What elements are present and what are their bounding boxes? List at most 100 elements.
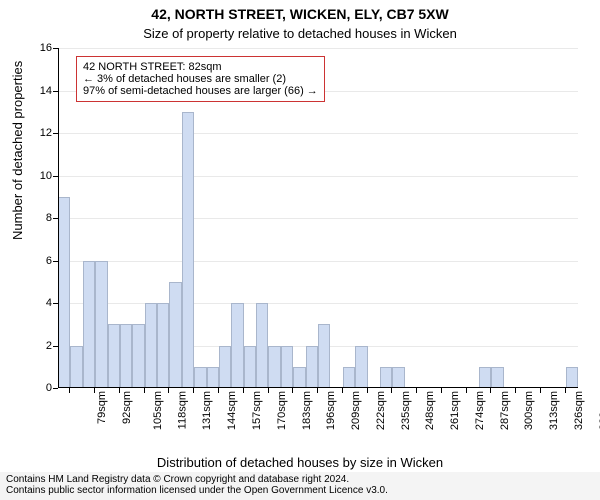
histogram-bar (268, 346, 280, 389)
histogram-bar (95, 261, 107, 389)
xtick-mark (342, 388, 343, 393)
chart-container: 42, NORTH STREET, WICKEN, ELY, CB7 5XW S… (0, 0, 600, 500)
histogram-bar (479, 367, 491, 388)
xtick-mark (391, 388, 392, 393)
histogram-bar (108, 324, 120, 388)
grid-line (58, 261, 578, 262)
xtick-label: 170sqm (276, 391, 288, 430)
y-axis-line (58, 48, 59, 388)
histogram-bar (380, 367, 392, 388)
xtick-mark (144, 388, 145, 393)
histogram-bar (281, 346, 293, 389)
ytick-label: 8 (46, 212, 52, 224)
xtick-mark (69, 388, 70, 393)
xtick-mark (94, 388, 95, 393)
xtick-mark (540, 388, 541, 393)
ytick-label: 6 (46, 255, 52, 267)
histogram-bar (145, 303, 157, 388)
ytick-label: 4 (46, 297, 52, 309)
xtick-mark (466, 388, 467, 393)
xtick-label: 248sqm (424, 391, 436, 430)
footer-line: Contains HM Land Registry data © Crown c… (6, 474, 594, 485)
xtick-mark (367, 388, 368, 393)
annotation-box: 42 NORTH STREET: 82sqm← 3% of detached h… (76, 56, 325, 102)
ytick-label: 16 (40, 42, 52, 54)
xtick-label: 92sqm (121, 391, 133, 424)
xtick-label: 196sqm (325, 391, 337, 430)
chart-title: 42, NORTH STREET, WICKEN, ELY, CB7 5XW (0, 6, 600, 22)
footer-line: Contains public sector information licen… (6, 485, 594, 496)
histogram-bar (182, 112, 194, 388)
histogram-bar (392, 367, 404, 388)
ytick-mark (53, 388, 58, 389)
histogram-bar (306, 346, 318, 389)
chart-footer: Contains HM Land Registry data © Crown c… (0, 472, 600, 500)
ytick-label: 0 (46, 382, 52, 394)
histogram-bar (355, 346, 367, 389)
xtick-mark (416, 388, 417, 393)
x-axis-line (58, 387, 578, 388)
xtick-label: 118sqm (176, 391, 188, 429)
histogram-bar (169, 282, 181, 388)
histogram-bar (491, 367, 503, 388)
histogram-bar (58, 197, 70, 388)
histogram-bar (157, 303, 169, 388)
xtick-mark (441, 388, 442, 393)
xtick-label: 131sqm (202, 391, 214, 430)
xtick-mark (490, 388, 491, 393)
xtick-mark (317, 388, 318, 393)
y-axis-label: Number of detached properties (10, 61, 25, 240)
annotation-line: 42 NORTH STREET: 82sqm (83, 61, 318, 73)
xtick-label: 183sqm (301, 391, 313, 430)
histogram-bar (132, 324, 144, 388)
histogram-bar (219, 346, 231, 389)
xtick-label: 222sqm (375, 391, 387, 430)
xtick-label: 157sqm (251, 391, 263, 430)
grid-line (58, 48, 578, 49)
xtick-label: 105sqm (152, 391, 164, 430)
histogram-bar (207, 367, 219, 388)
ytick-label: 10 (40, 170, 52, 182)
annotation-line: 97% of semi-detached houses are larger (… (83, 85, 318, 97)
xtick-label: 313sqm (548, 391, 560, 430)
histogram-bar (70, 346, 82, 389)
annotation-line: ← 3% of detached houses are smaller (2) (83, 73, 318, 85)
xtick-label: 274sqm (474, 391, 486, 430)
xtick-label: 144sqm (226, 391, 238, 430)
plot-area: 024681012141679sqm92sqm105sqm118sqm131sq… (58, 48, 578, 388)
xtick-mark (268, 388, 269, 393)
xtick-label: 79sqm (96, 391, 108, 424)
histogram-bar (231, 303, 243, 388)
xtick-mark (119, 388, 120, 393)
ytick-label: 14 (40, 85, 52, 97)
xtick-label: 300sqm (524, 391, 536, 430)
xtick-mark (193, 388, 194, 393)
histogram-bar (566, 367, 578, 388)
histogram-bar (194, 367, 206, 388)
histogram-bar (256, 303, 268, 388)
grid-line (58, 176, 578, 177)
ytick-label: 2 (46, 340, 52, 352)
x-axis-label: Distribution of detached houses by size … (0, 455, 600, 470)
xtick-label: 326sqm (573, 391, 585, 430)
chart-subtitle: Size of property relative to detached ho… (0, 26, 600, 41)
ytick-label: 12 (40, 127, 52, 139)
grid-line (58, 218, 578, 219)
xtick-mark (218, 388, 219, 393)
xtick-mark (565, 388, 566, 393)
xtick-mark (515, 388, 516, 393)
histogram-bar (120, 324, 132, 388)
histogram-bar (343, 367, 355, 388)
xtick-label: 287sqm (499, 391, 511, 430)
histogram-bar (318, 324, 330, 388)
xtick-mark (243, 388, 244, 393)
xtick-mark (168, 388, 169, 393)
xtick-label: 261sqm (449, 391, 461, 430)
grid-line (58, 133, 578, 134)
xtick-mark (292, 388, 293, 393)
histogram-bar (244, 346, 256, 389)
histogram-bar (293, 367, 305, 388)
histogram-bar (83, 261, 95, 389)
grid-line (58, 303, 578, 304)
xtick-label: 209sqm (350, 391, 362, 430)
